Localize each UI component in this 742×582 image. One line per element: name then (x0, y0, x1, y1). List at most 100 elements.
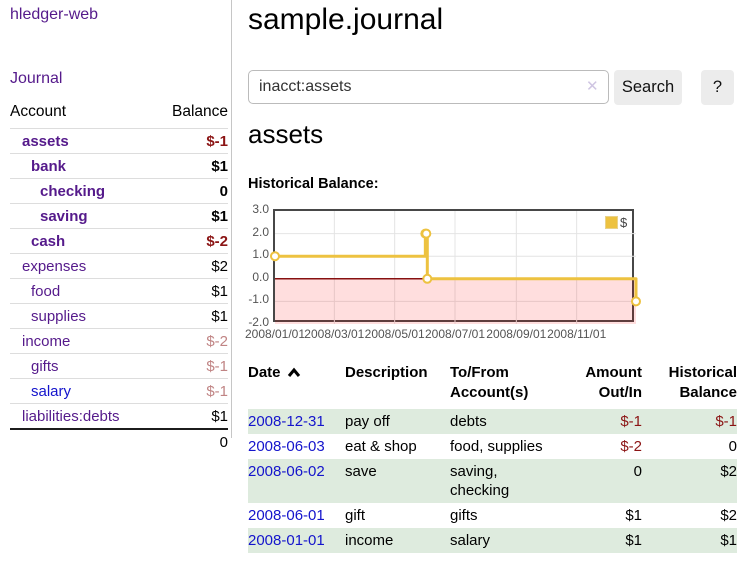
account-row: supplies $1 (10, 303, 228, 329)
register-date-link[interactable]: 2008-12-31 (248, 413, 325, 430)
register-amount: 0 (633, 463, 642, 480)
register-accounts: salary (450, 532, 491, 549)
y-axis-tick-label: 1.0 (252, 247, 269, 262)
nav-journal-link[interactable]: Journal (10, 70, 63, 87)
account-row: assets $-1 (10, 128, 228, 154)
account-balance: $1 (211, 207, 228, 225)
account-link[interactable]: bank (31, 157, 67, 175)
account-row: expenses $2 (10, 253, 228, 279)
y-axis-tick-label: 0.0 (252, 269, 269, 284)
account-heading: assets (248, 119, 324, 149)
register-balance: $2 (720, 463, 737, 480)
sidebar: hledger-web Journal Account Balance asse… (0, 0, 232, 451)
app-title-link[interactable]: hledger-web (10, 6, 99, 23)
register-balance: $2 (720, 507, 737, 524)
account-link[interactable]: cash (31, 232, 66, 250)
account-row: food $1 (10, 278, 228, 304)
account-balance: $-1 (206, 357, 228, 375)
register-description: eat & shop (345, 438, 417, 455)
search-button[interactable]: Search (614, 70, 682, 105)
x-axis-tick-label: 2008/03/01 (304, 327, 365, 341)
account-balance: $-2 (206, 332, 228, 350)
register-description: income (345, 532, 394, 549)
register-amount: $1 (625, 507, 642, 524)
balance-chart-plot[interactable] (270, 209, 641, 324)
register-date-link[interactable]: 2008-01-01 (248, 532, 325, 549)
y-axis-tick-label: -1.0 (248, 292, 269, 307)
register-balance: $1 (720, 532, 737, 549)
account-link[interactable]: gifts (31, 357, 59, 375)
account-balance: $2 (211, 257, 228, 275)
account-link[interactable]: food (31, 282, 61, 300)
account-balance: $1 (211, 407, 228, 425)
legend-swatch-icon (605, 216, 618, 229)
register-header-balance: Historical Balance (668, 364, 737, 401)
register-accounts: gifts (450, 507, 478, 524)
x-axis-tick-label: 2008/01/01 (244, 327, 306, 341)
register-description: gift (345, 507, 366, 524)
account-row: salary $-1 (10, 378, 228, 404)
register-balance: 0 (728, 438, 737, 455)
account-link[interactable]: supplies (31, 307, 87, 325)
account-row: gifts $-1 (10, 353, 228, 379)
chart-title: Historical Balance: (248, 176, 379, 192)
account-link[interactable]: liabilities:debts (22, 407, 120, 425)
accounts-total-row: 0 (10, 429, 228, 455)
accounts-total-value: 0 (219, 434, 228, 451)
register-row: 2008-06-01 gift gifts $1 $2 (248, 503, 737, 528)
account-link[interactable]: assets (22, 132, 69, 150)
account-balance: $-2 (206, 232, 228, 250)
register-table: Date Description To/From Account(s) Amou… (248, 359, 737, 553)
x-axis-tick-label: 2008/07/01 (424, 327, 486, 341)
register-header-description: Description (345, 364, 428, 381)
help-button[interactable]: ? (701, 70, 734, 105)
register-accounts: food, supplies (450, 438, 543, 455)
register-amount: $-1 (620, 413, 642, 430)
accounts-header-row: Account Balance (10, 103, 228, 129)
account-link[interactable]: saving (40, 207, 88, 225)
y-axis-tick-label: 3.0 (252, 202, 269, 216)
legend-label: $ (620, 215, 628, 230)
main-content: sample.journal ✕ Search ? assets Histori… (244, 0, 742, 582)
x-axis-tick-label: 2008/05/01 (364, 327, 425, 341)
account-row: saving $1 (10, 203, 228, 229)
register-date-link[interactable]: 2008-06-01 (248, 507, 325, 524)
register-header-date[interactable]: Date (248, 359, 345, 409)
register-description: pay off (345, 413, 390, 430)
account-row: cash $-2 (10, 228, 228, 254)
x-axis-tick-label: 2008/11/01 (547, 327, 607, 341)
register-row: 2008-06-02 save saving, checking 0 $2 (248, 459, 737, 503)
register-date-link[interactable]: 2008-06-02 (248, 463, 325, 480)
register-row: 2008-01-01 income salary $1 $1 (248, 528, 737, 553)
accounts-header-account: Account (10, 103, 67, 120)
account-link[interactable]: checking (40, 182, 106, 200)
account-link[interactable]: expenses (22, 257, 87, 275)
accounts-header-balance: Balance (171, 103, 228, 120)
register-accounts: debts (450, 413, 487, 430)
y-axis-tick-label: 2.0 (252, 224, 269, 239)
register-description: save (345, 463, 377, 480)
x-axis-tick-label: 2008/09/01 (486, 327, 547, 341)
register-header-accounts: To/From Account(s) (450, 364, 529, 401)
register-accounts: saving, checking (450, 463, 510, 499)
search-input[interactable] (248, 70, 609, 104)
register-amount: $-2 (620, 438, 642, 455)
account-balance: $-1 (206, 382, 228, 400)
account-link[interactable]: salary (31, 382, 72, 400)
chart-legend: $ (605, 215, 627, 230)
account-balance: $1 (211, 282, 228, 300)
register-header-amount: Amount Out/In (585, 364, 642, 401)
account-balance: $1 (211, 157, 228, 175)
account-balance: 0 (219, 182, 228, 200)
account-row: bank $1 (10, 153, 228, 179)
account-balance: $1 (211, 307, 228, 325)
register-date-link[interactable]: 2008-06-03 (248, 438, 325, 455)
clear-search-icon[interactable]: ✕ (586, 78, 599, 95)
account-row: income $-2 (10, 328, 228, 354)
account-row: liabilities:debts $1 (10, 403, 228, 430)
register-balance: $-1 (715, 413, 737, 430)
account-row: checking 0 (10, 178, 228, 204)
register-header-row: Date Description To/From Account(s) Amou… (248, 359, 737, 409)
register-amount: $1 (625, 532, 642, 549)
account-link[interactable]: income (22, 332, 71, 350)
